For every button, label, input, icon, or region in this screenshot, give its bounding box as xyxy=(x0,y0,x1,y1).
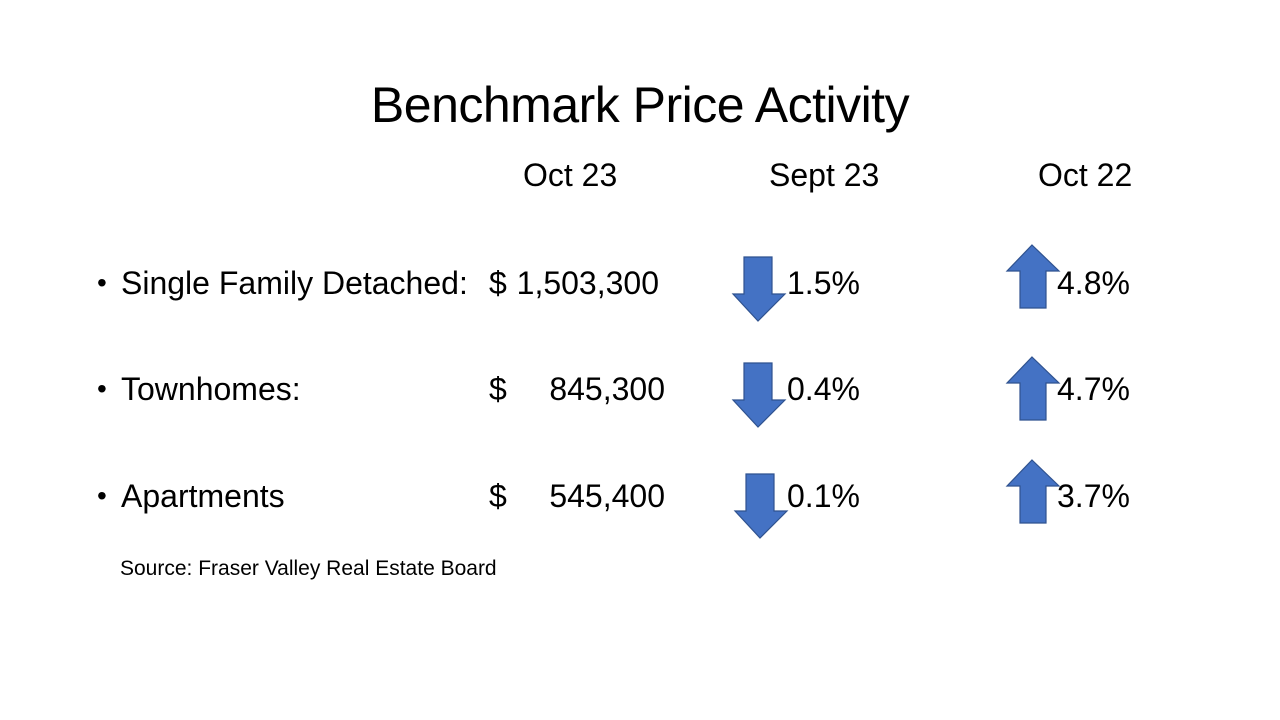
arrow-up-icon xyxy=(1005,459,1061,524)
arrow-up-icon xyxy=(1005,244,1061,309)
arrow-down-icon xyxy=(731,362,787,428)
bullet: • xyxy=(97,480,107,511)
currency-symbol: $ xyxy=(489,371,507,407)
row-label: Townhomes: xyxy=(121,371,301,407)
column-header-oct-22: Oct 22 xyxy=(1038,157,1133,193)
arrow-down-icon xyxy=(731,256,787,322)
oct-change-percent: 4.7% xyxy=(1057,371,1130,407)
oct-change-percent: 3.7% xyxy=(1057,478,1130,514)
benchmark-price: 1,503,300 xyxy=(516,265,659,301)
oct-change-percent: 4.8% xyxy=(1057,265,1130,301)
currency-symbol: $ xyxy=(489,478,507,514)
sept-change-percent: 1.5% xyxy=(787,265,860,301)
arrow-up-icon xyxy=(1005,356,1061,421)
column-header-oct-23: Oct 23 xyxy=(523,157,618,193)
source-note: Source: Fraser Valley Real Estate Board xyxy=(120,557,497,580)
arrow-down-icon xyxy=(733,473,789,539)
row-label: Apartments xyxy=(121,478,285,514)
slide-title: Benchmark Price Activity xyxy=(370,77,910,133)
sept-change-percent: 0.4% xyxy=(787,371,860,407)
sept-change-percent: 0.1% xyxy=(787,478,860,514)
currency-symbol: $ xyxy=(489,265,507,301)
row-label: Single Family Detached: xyxy=(121,265,468,301)
benchmark-price: 845,300 xyxy=(549,371,665,407)
column-header-sept-23: Sept 23 xyxy=(769,157,880,193)
bullet: • xyxy=(97,373,107,404)
benchmark-price: 545,400 xyxy=(549,478,665,514)
bullet: • xyxy=(97,267,107,298)
